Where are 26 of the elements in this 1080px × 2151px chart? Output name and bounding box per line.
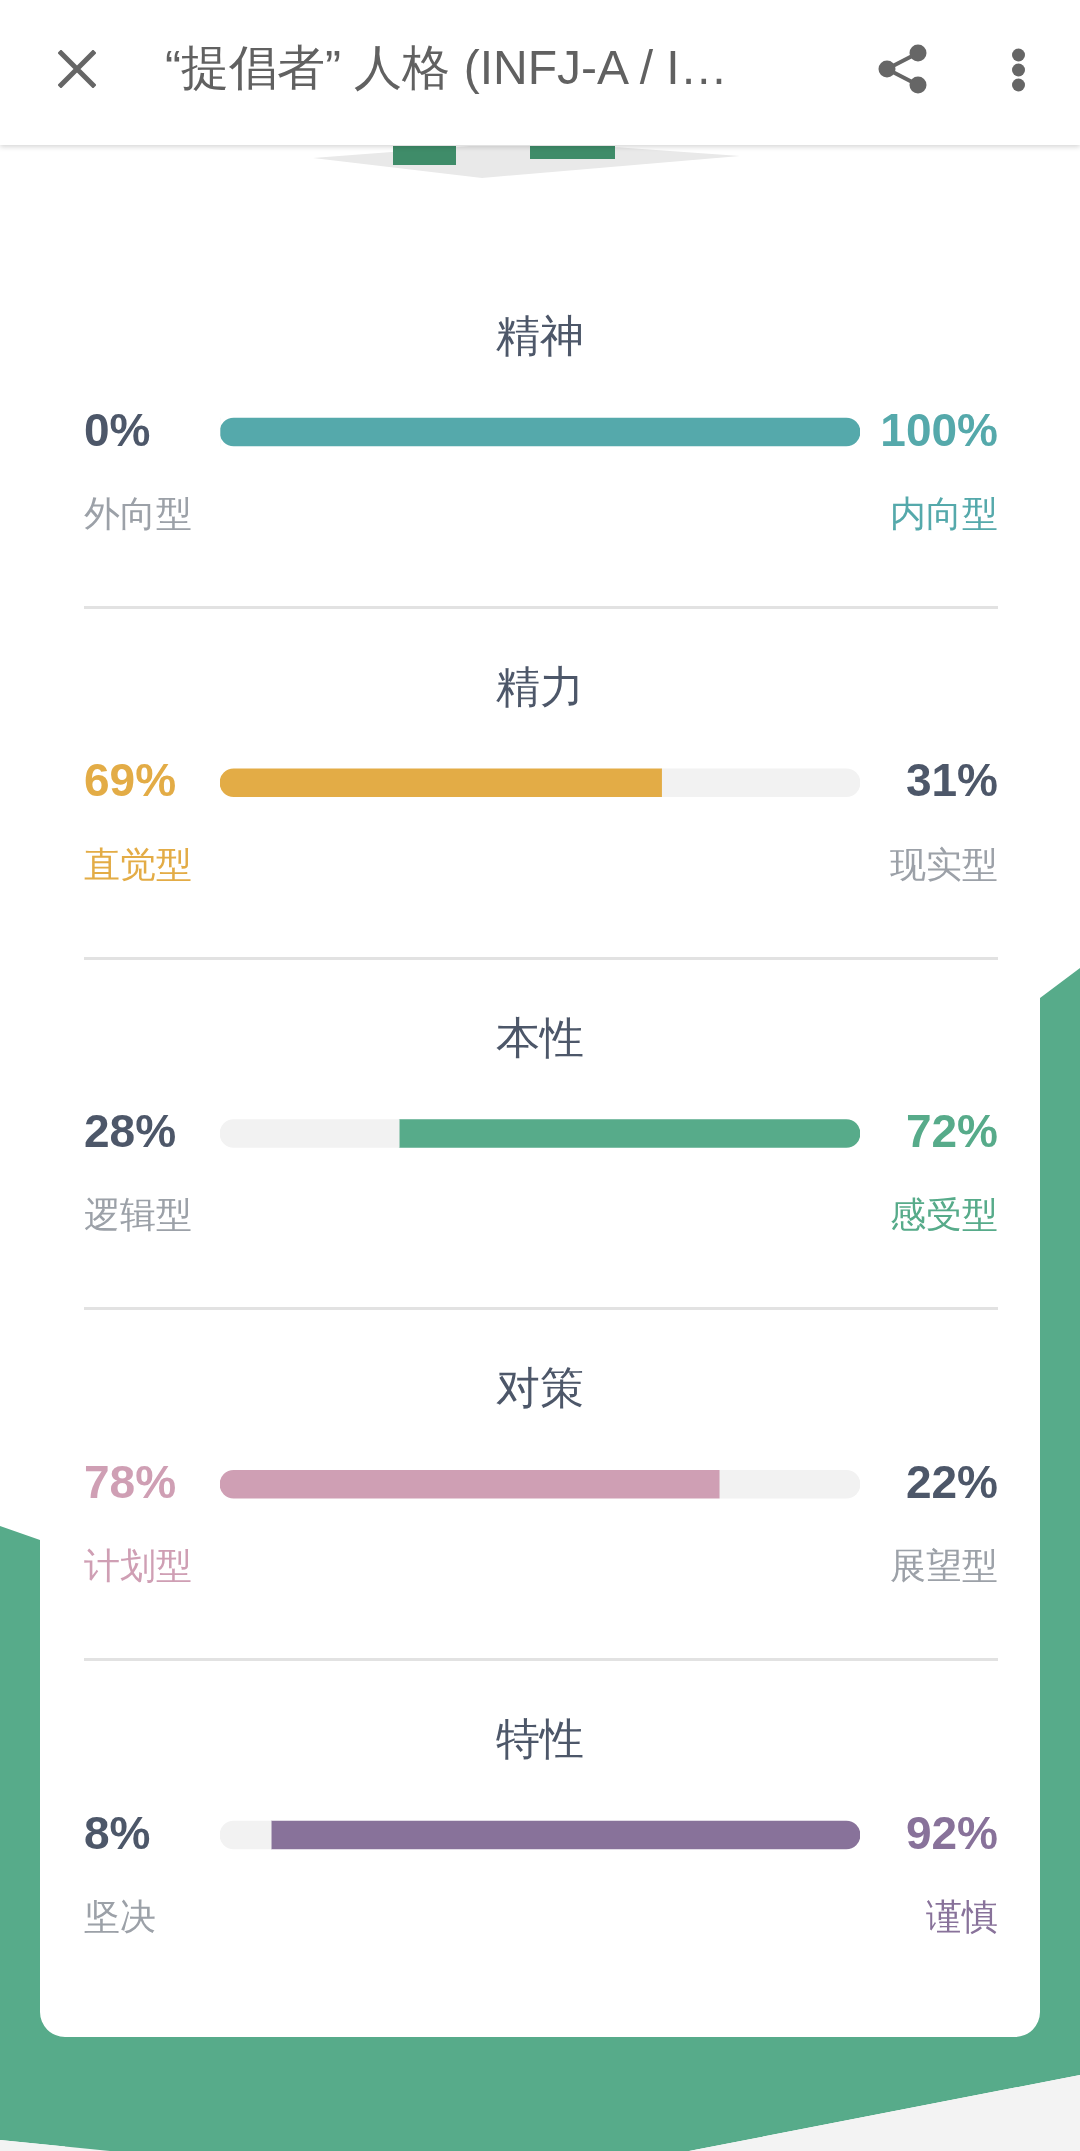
- text: 外向型: [84, 492, 192, 534]
- data-label: 69%: [84, 754, 177, 807]
- data-label: 28%: [84, 1105, 177, 1158]
- data-label: 31%: [905, 754, 998, 807]
- text: 现实型: [890, 843, 998, 885]
- text: 内向型: [890, 492, 998, 534]
- data-label: 72%: [905, 1105, 998, 1158]
- data-label: 0%: [84, 403, 151, 456]
- text: 感受型: [890, 1194, 998, 1236]
- app-bar: “提倡者” 人格 (INFJ-A / I…: [0, 0, 1080, 145]
- y-tick-label: 特性: [496, 1714, 584, 1764]
- data-label: 92%: [905, 1806, 998, 1859]
- y-tick-label: 精神: [496, 311, 584, 361]
- text: 计划型: [84, 1545, 192, 1587]
- text: 坚决: [84, 1895, 156, 1937]
- y-tick-label: 精力: [496, 661, 584, 711]
- text: 谨慎: [926, 1895, 998, 1937]
- y-tick-label: 本性: [496, 1012, 584, 1062]
- text: 展望型: [890, 1545, 998, 1587]
- data-label: 8%: [84, 1806, 151, 1859]
- y-tick-label: 对策: [496, 1363, 584, 1413]
- data-label: 22%: [905, 1455, 998, 1508]
- data-label: 100%: [880, 403, 998, 456]
- data-label: 78%: [84, 1455, 177, 1508]
- text: 直觉型: [84, 843, 192, 885]
- text: 逻辑型: [84, 1194, 192, 1236]
